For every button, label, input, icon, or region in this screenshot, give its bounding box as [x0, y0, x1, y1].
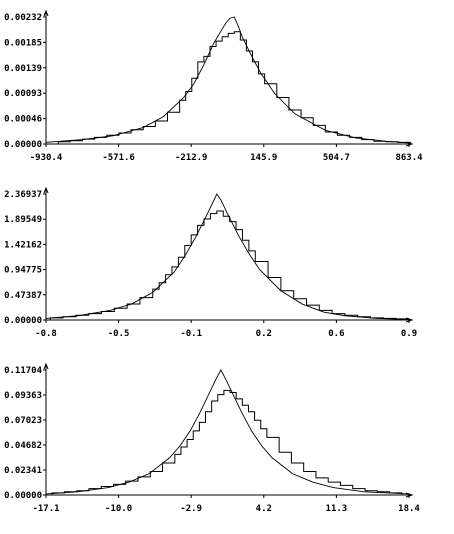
- chart-panel-1: 0.00000 0.00046 0.00093 0.00139 0.00185 0.002…: [4, 9, 423, 163]
- density-curve: [45, 369, 410, 495]
- x-tick-label: 504.7: [323, 153, 350, 163]
- y-tick-label: 0.00046: [4, 115, 42, 125]
- x-tick-label: 18.4: [398, 504, 420, 514]
- y-tick-label: 1.42162: [4, 240, 42, 250]
- histogram-series: [49, 210, 410, 320]
- x-tick-label: 0.9: [401, 329, 417, 339]
- histogram-series: [51, 389, 403, 495]
- histogram-series: [57, 31, 411, 144]
- y-tick-label: 0.00000: [4, 140, 42, 150]
- y-tick-label: 0.02341: [4, 466, 42, 476]
- y-tick-label: 0.94775: [4, 266, 42, 276]
- y-tick-label: 0.00000: [4, 316, 42, 326]
- y-tick-label: 0.11704: [4, 366, 43, 376]
- density-curve: [45, 193, 410, 320]
- x-tick-label: -930.4: [30, 153, 63, 163]
- y-tick-label: 1.89549: [4, 215, 42, 225]
- x-tick-label: 863.4: [395, 153, 423, 163]
- x-tick-label: -0.8: [35, 329, 57, 339]
- x-tick-label: -0.5: [108, 329, 130, 339]
- y-tick-label: 2.36937: [4, 190, 42, 200]
- y-tick-label: 0.00139: [4, 64, 42, 74]
- y-tick-label: 0.00185: [4, 38, 42, 48]
- y-tick-label: 0.00000: [4, 491, 42, 501]
- x-tick-label: -10.0: [105, 504, 132, 514]
- x-tick-label: -0.1: [180, 329, 202, 339]
- y-tick-label: 0.04682: [4, 441, 42, 451]
- density-curve: [45, 16, 410, 144]
- x-tick-label: 11.3: [326, 504, 348, 514]
- x-tick-label: 4.2: [256, 504, 272, 514]
- y-axis-arrow: [43, 186, 49, 194]
- x-tick-label: 0.2: [256, 329, 272, 339]
- y-tick-label: 0.09363: [4, 391, 42, 401]
- y-axis-arrow: [43, 362, 49, 370]
- y-axis-arrow: [43, 9, 49, 17]
- x-tick-label: 0.6: [328, 329, 344, 339]
- x-tick-label: -17.1: [32, 504, 59, 514]
- y-tick-label: 0.00093: [4, 89, 42, 99]
- y-tick-label: 0.47387: [4, 291, 42, 301]
- x-tick-label: -2.9: [180, 504, 202, 514]
- x-tick-label: 145.9: [250, 153, 277, 163]
- y-tick-label: 0.07023: [4, 416, 42, 426]
- chart-panel-3: 0.00000 0.02341 0.04682 0.07023 0.09363 0.117…: [4, 362, 420, 514]
- chart-panel-2: 0.00000 0.47387 0.94775 1.42162 1.89549 2.369…: [4, 186, 417, 339]
- x-tick-label: -571.6: [102, 153, 135, 163]
- x-tick-label: -212.9: [175, 153, 208, 163]
- y-tick-label: 0.00232: [4, 13, 42, 23]
